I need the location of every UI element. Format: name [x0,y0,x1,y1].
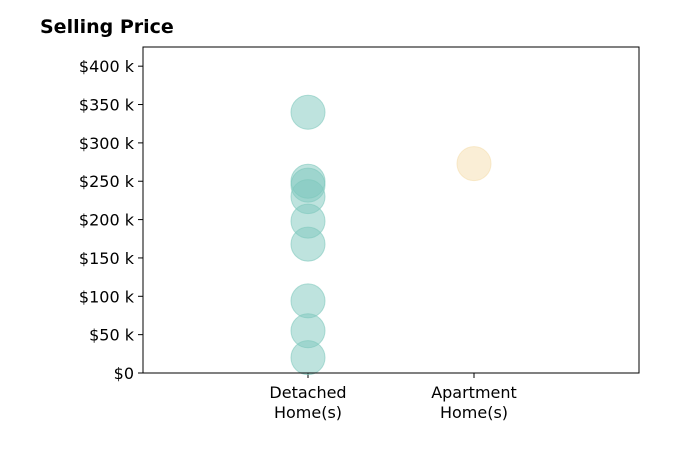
y-tick-label: $350 k [79,96,135,115]
data-points [290,94,492,376]
scatter-point [456,146,492,182]
chart-title: Selling Price [40,16,174,38]
y-tick-label: $50 k [89,326,135,345]
y-tick-label: $150 k [79,249,135,268]
plot-frame [142,46,640,374]
y-tick-label: $250 k [79,172,135,191]
y-axis: $0 $50 k $100 k $150 k $200 k $250 k $300 k $35… [79,57,143,383]
y-tick-label: $200 k [79,211,135,230]
scatter-point [290,340,326,376]
y-tick-label: $400 k [79,57,135,76]
scatter-point [290,94,326,130]
x-tick-label: Apartment [431,383,517,402]
scatter-point [290,283,326,319]
x-tick-label: Detached [269,383,346,402]
y-tick-label: $100 k [79,287,135,306]
x-tick-label: Home(s) [440,403,508,422]
x-tick-label: Home(s) [274,403,342,422]
y-tick-label: $300 k [79,134,135,153]
y-tick-label: $0 [114,364,134,383]
scatter-point [290,226,326,262]
